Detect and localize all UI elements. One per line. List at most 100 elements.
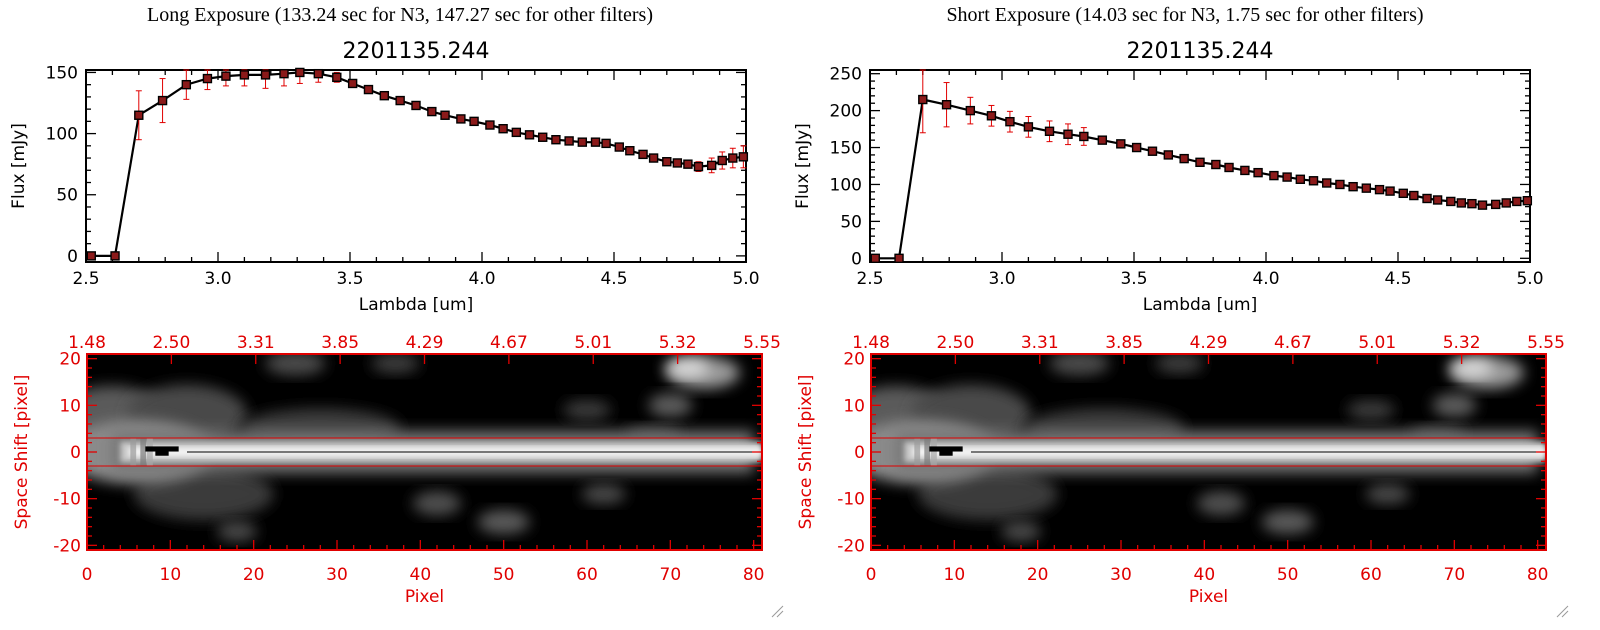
data-point [1224,162,1234,173]
x-tick-label: 2.5 [72,269,99,289]
top-tick-label: 4.29 [406,333,444,353]
detector-image [87,354,762,550]
data-point [86,251,96,261]
right-figure-title: Short Exposure (14.03 sec for N3, 1.75 s… [946,4,1424,26]
left-figure-title: Long Exposure (133.24 sec for N3, 147.27… [147,4,653,26]
y-tick-label: 150 [46,63,78,83]
background-blob [1449,359,1493,377]
pixel-column [924,438,931,466]
top-tick-label: 4.67 [1274,333,1312,353]
bad-pixel-artifact [145,446,179,452]
data-point [1269,170,1279,181]
y-tick-label: 100 [46,125,78,145]
data-point [427,106,437,117]
top-tick-label: 5.32 [659,333,697,353]
x-axis-label: Pixel [405,587,444,607]
data-point [1467,198,1477,209]
data-point [564,136,574,146]
x-tick-label: 3.0 [988,269,1015,289]
chart-title: 2201135.244 [1127,39,1274,64]
y-axis-label: Flux [mJy] [9,123,29,209]
x-tick-label: 80 [743,565,765,585]
x-tick-label: 3.5 [1120,269,1147,289]
x-tick-label: 5.0 [1516,269,1543,289]
y-tick-label: 0 [67,247,78,267]
plot-frame [869,69,1531,263]
y-tick-label: 0 [70,443,81,463]
top-tick-label: 5.01 [574,333,612,353]
top-tick-label: 5.01 [1358,333,1396,353]
long-spectrum-panel: 2201135.244 2.5 3.0 3.5 4.0 4.5 5.0 0 50 100 150 La… [9,39,760,315]
background-blob [581,484,626,504]
top-tick-label: 3.31 [237,333,275,353]
background-blob [265,354,326,376]
spectrum-line [875,98,1528,260]
data-point [1295,174,1306,184]
short-image-panel: 0 10 20 30 40 50 60 70 80 1.48 2.50 3.31 3.85 4.29 4.6… [796,333,1565,607]
data-point [1308,176,1319,186]
data-point [1097,135,1108,145]
data-point [221,71,231,81]
x-axis-label: Pixel [1189,587,1228,607]
x-axis-label: Lambda [um] [359,295,473,315]
data-point [295,67,305,78]
data-point [662,157,672,167]
y-tick-label: 150 [830,139,862,159]
top-tick-label: 3.85 [321,333,359,353]
background-blob [563,400,611,420]
y-tick-label: 50 [56,186,78,206]
pixel-column [914,438,921,466]
x-tick-label: 4.0 [468,269,495,289]
data-point [941,100,952,110]
data-point [498,124,508,134]
data-point [379,90,390,101]
data-point [1361,183,1372,193]
background-blob [1049,354,1110,376]
x-tick-label: 40 [410,565,432,585]
data-point [1512,196,1522,207]
data-point [1282,172,1292,182]
data-point [363,84,374,95]
background-blob [1261,510,1314,534]
data-point [456,114,466,124]
data-point [1240,165,1250,176]
data-point [717,155,727,166]
background-blob [413,491,461,516]
data-point [1490,199,1501,210]
x-tick-label: 4.5 [600,269,627,289]
x-tick-label: 4.0 [1252,269,1279,289]
y-tick-label: -20 [837,536,865,556]
data-point [1385,186,1395,196]
data-point [551,135,561,145]
data-point [1253,167,1263,178]
y-tick-label: 50 [840,212,862,232]
data-point [313,68,324,79]
data-point [347,78,358,89]
x-tick-label: 0 [866,565,877,585]
data-point [870,253,880,264]
y-tick-label: 20 [843,350,865,370]
x-tick-label: 70 [660,565,682,585]
x-tick-label: 10 [944,565,966,585]
x-tick-label: 50 [493,565,515,585]
data-point [524,130,535,140]
data-point [577,137,588,147]
data-point [1335,179,1345,190]
x-tick-label: 60 [1360,565,1382,585]
data-point [918,94,928,105]
data-point [1163,150,1174,160]
data-point [260,70,271,80]
data-point [181,79,192,90]
bad-pixel-artifact [939,450,953,456]
x-tick-label: 4.5 [1384,269,1411,289]
resize-grip-left-icon[interactable] [770,604,784,618]
data-point [1079,131,1089,142]
resize-grip-right-icon[interactable] [1555,604,1569,618]
y-tick-label: 20 [59,350,81,370]
data-point [614,142,624,152]
top-tick-label: 2.50 [152,333,190,353]
y-tick-label: 10 [59,396,81,416]
x-tick-label: 30 [326,565,348,585]
data-point [440,110,450,120]
